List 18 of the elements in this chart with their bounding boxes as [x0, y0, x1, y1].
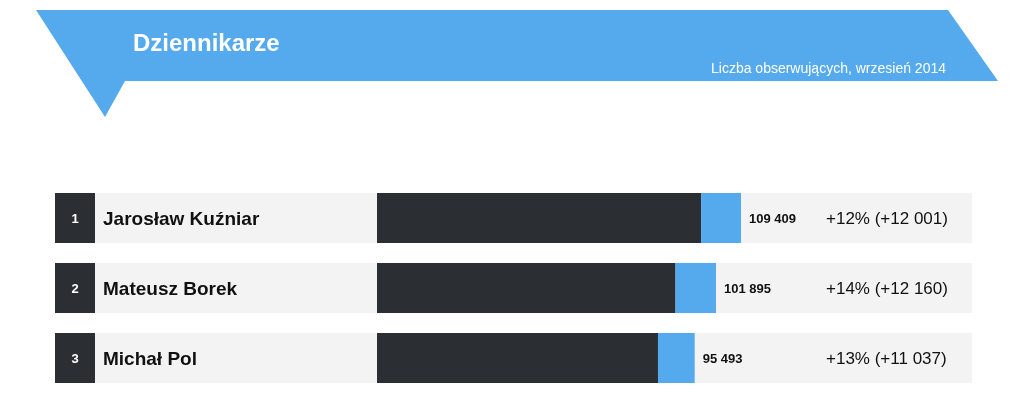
bar — [701, 193, 741, 243]
text: Liczba obserwujących, wrzesień 2014 — [710, 60, 947, 76]
data-label: +13% (+11 037) — [826, 349, 947, 368]
data-label: +12% (+12 001) — [826, 209, 948, 228]
y-tick-label: Michał Pol — [103, 348, 197, 369]
total-label: 101 895 — [724, 281, 771, 296]
bar — [675, 263, 716, 313]
y-tick-label: Mateusz Borek — [103, 278, 238, 299]
y-tick-label: Jarosław Kuźniar — [103, 208, 260, 229]
bar — [377, 333, 658, 383]
text: 2 — [71, 281, 79, 296]
total-label: 95 493 — [702, 351, 743, 366]
chart-title: Dziennikarze — [133, 29, 280, 56]
text: 1 — [71, 211, 79, 226]
text: 3 — [71, 351, 79, 366]
total-label: 109 409 — [749, 211, 796, 226]
bar — [657, 333, 695, 383]
data-label: +14% (+12 160) — [826, 279, 948, 298]
